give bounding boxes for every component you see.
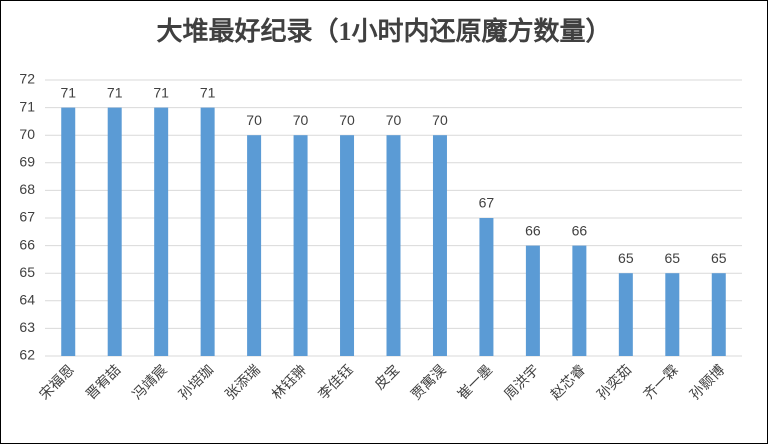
y-tick-label: 62 [19,347,35,363]
bar [61,107,76,356]
bar [200,107,215,356]
bar [711,273,726,356]
bar [386,135,401,356]
value-label: 65 [711,250,727,266]
bar [479,218,494,356]
value-label: 71 [200,84,216,100]
y-tick-label: 63 [19,319,35,335]
value-label: 66 [525,222,541,238]
bar [525,245,540,356]
bar [665,273,680,356]
value-label: 71 [153,84,169,100]
y-tick-label: 70 [19,126,35,142]
bar [154,107,169,356]
y-tick-label: 67 [19,209,35,225]
chart-title: 大堆最好纪录（1小时内还原魔方数量） [156,16,611,46]
value-label: 70 [246,112,262,128]
value-label: 70 [386,112,402,128]
bar [107,107,122,356]
y-tick-label: 64 [19,292,35,308]
value-label: 67 [479,195,495,211]
value-label: 71 [60,84,76,100]
value-label: 70 [432,112,448,128]
bar [432,135,447,356]
bar [618,273,633,356]
value-label: 70 [339,112,355,128]
bar [247,135,262,356]
y-tick-label: 71 [19,98,35,114]
bar [340,135,355,356]
y-tick-label: 72 [19,71,35,87]
value-label: 65 [618,250,634,266]
value-label: 66 [572,222,588,238]
value-label: 71 [107,84,123,100]
y-tick-label: 66 [19,236,35,252]
value-label: 70 [293,112,309,128]
bar [293,135,308,356]
value-label: 65 [665,250,681,266]
y-tick-label: 69 [19,154,35,170]
bar [572,245,587,356]
y-tick-label: 68 [19,181,35,197]
y-tick-label: 65 [19,264,35,280]
